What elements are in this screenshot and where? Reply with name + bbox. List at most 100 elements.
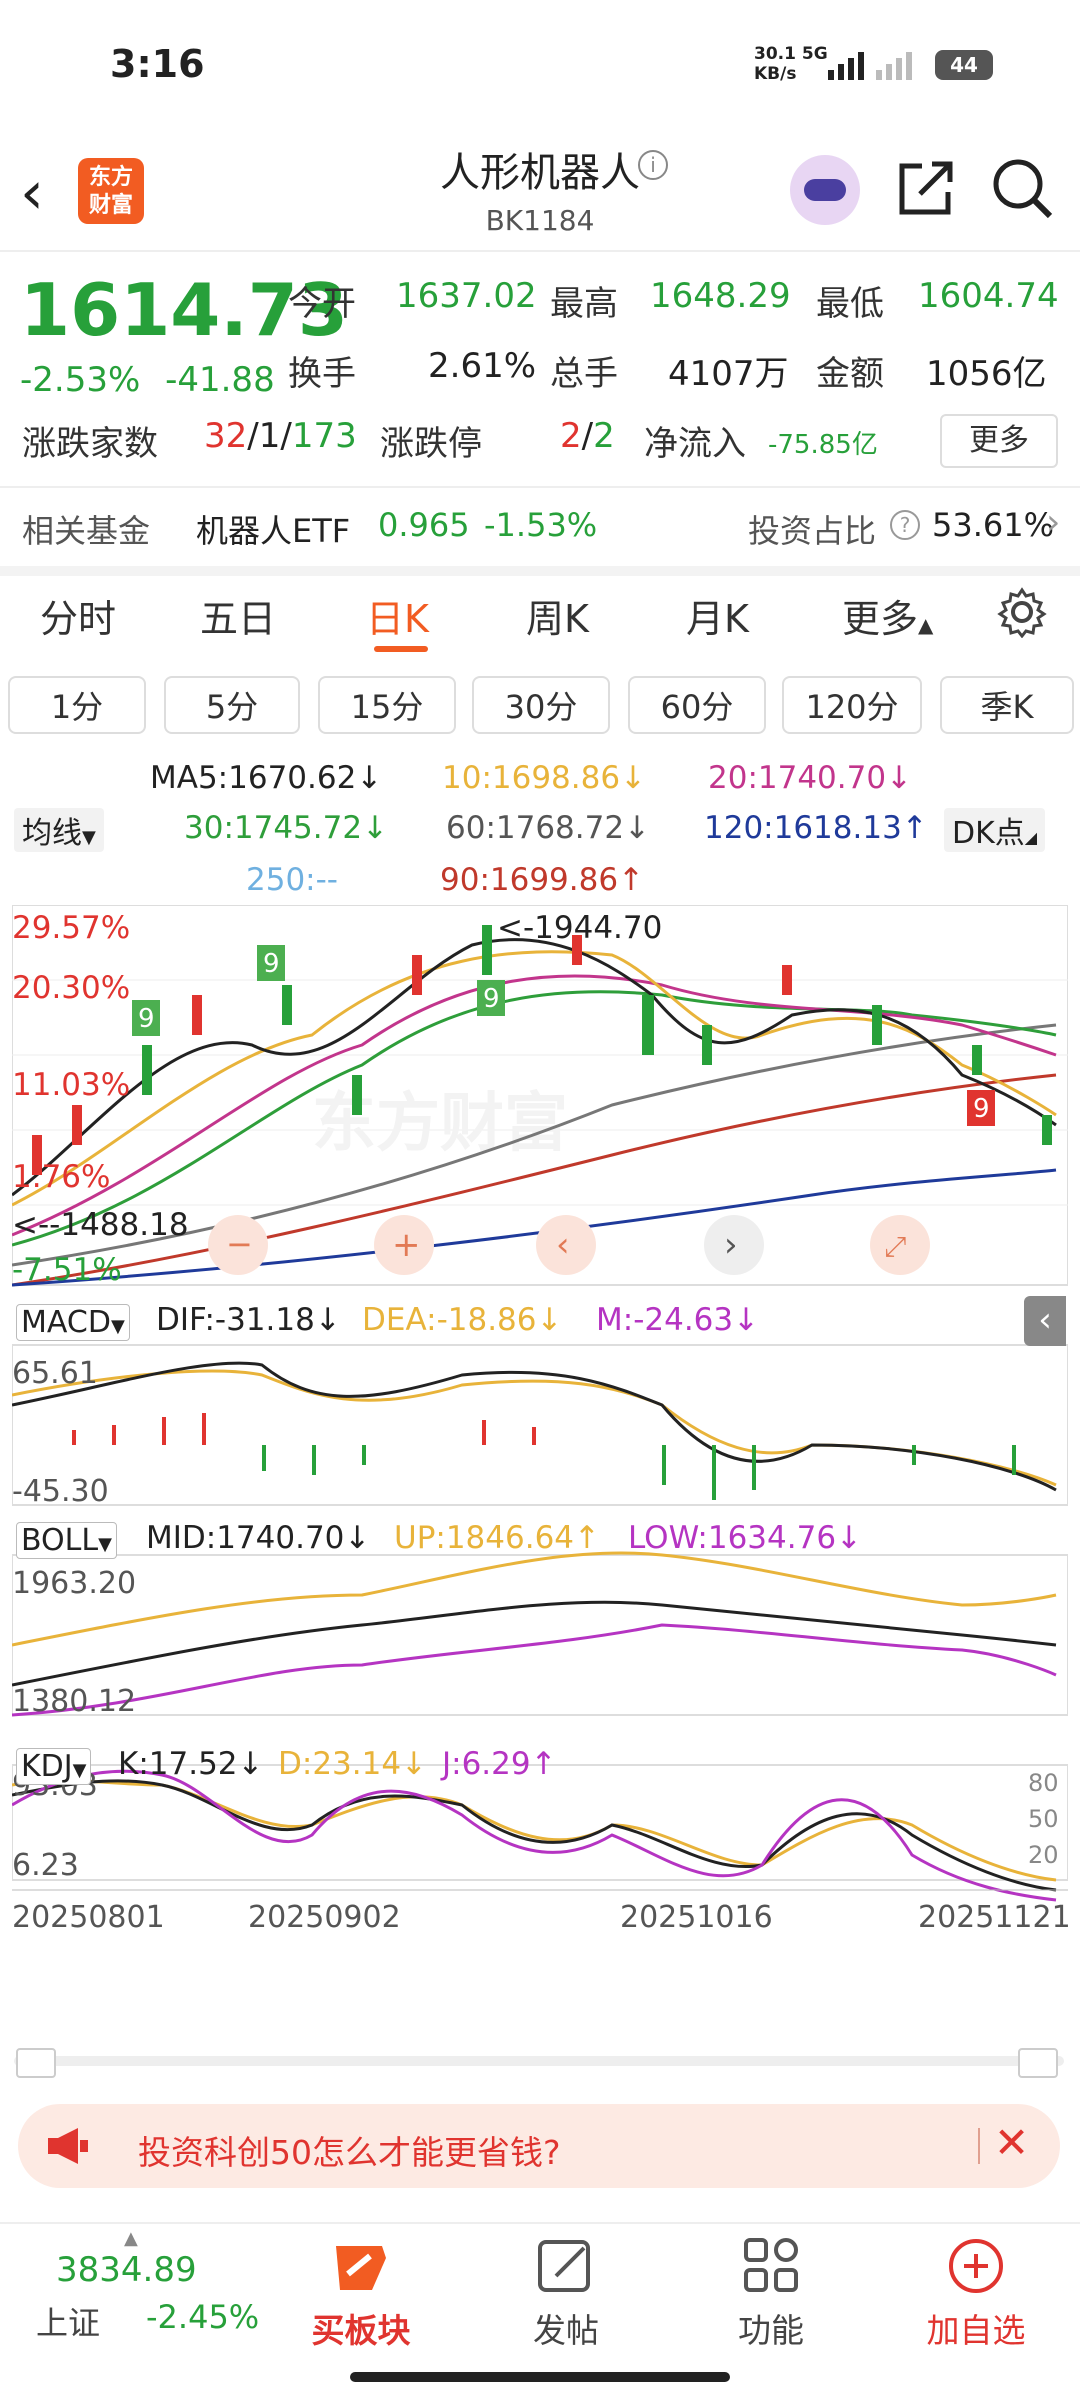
breadth-value: 32/1/173 (204, 416, 357, 456)
period-15min-button[interactable]: 15分 (318, 676, 456, 734)
index-name[interactable]: 上证 (36, 2304, 101, 2342)
scroll-handle-left[interactable] (16, 2048, 56, 2078)
pct-label: 1.76% (12, 1159, 110, 1195)
pct-label: 29.57% (12, 910, 130, 946)
pct-label: 11.03% (12, 1067, 130, 1103)
promo-banner[interactable] (18, 2104, 1060, 2188)
zoom-in-button[interactable] (374, 1215, 434, 1275)
boll-low-value: LOW:1634.76↓ (628, 1520, 863, 1556)
back-icon[interactable]: ‹ (20, 158, 44, 228)
candle (32, 1135, 42, 1175)
high-value: 1648.29 (650, 276, 791, 316)
period-season-button[interactable]: 季K (940, 676, 1074, 734)
tab-five-day[interactable]: 五日 (200, 597, 277, 641)
scroll-left-button[interactable] (536, 1215, 596, 1275)
kline-chart[interactable]: 东方财富 9 9 9 9 29.57% 20.30% 11.03% 1.76% … (12, 905, 1068, 1970)
period-60min-button[interactable]: 60分 (628, 676, 766, 734)
assistant-avatar[interactable] (790, 155, 860, 225)
boll-up-line (12, 1551, 1057, 1647)
dea-value: DEA:-18.86↓ (362, 1302, 563, 1338)
caret-down-icon: ▼ (110, 1316, 125, 1337)
dk-point-button[interactable]: DK点◢ (944, 808, 1046, 852)
caret-up-icon: ▲ (124, 2228, 138, 2249)
search-icon[interactable] (990, 156, 1054, 220)
macd-selector[interactable]: MACD▼ (16, 1304, 130, 1341)
signal-icon (828, 52, 912, 80)
candle (282, 985, 292, 1025)
kdj-j-value: J:6.29↑ (442, 1746, 557, 1782)
high-label: 最高 (550, 284, 618, 324)
grid-icon[interactable] (742, 2236, 802, 2296)
ma250-value: 250:-- (246, 862, 338, 898)
ma60-line (12, 1023, 1057, 1267)
kdj-panel-frame (12, 1764, 1068, 1881)
macd-bottom-label: -45.30 (12, 1474, 109, 1509)
low-value: 1604.74 (918, 276, 1059, 316)
nav-post[interactable]: 发帖 (533, 2311, 599, 2350)
boll-mid-line (12, 1600, 1057, 1687)
divider (0, 566, 1080, 576)
chevron-left-icon: ‹ (556, 1225, 570, 1265)
add-circle-icon[interactable] (946, 2236, 1006, 2296)
collapse-panel-button[interactable]: ‹ (1024, 1296, 1066, 1346)
dif-line (12, 1361, 1057, 1492)
ma-selector[interactable]: 均线▼ (14, 808, 104, 852)
nav-buy-sector[interactable]: 买板块 (311, 2311, 411, 2350)
scroll-handle-right[interactable] (1018, 2048, 1058, 2078)
candle (702, 1025, 712, 1065)
boll-mid-value: MID:1740.70↓ (146, 1520, 371, 1556)
network-speed: 30.1 5G KB/s (754, 44, 828, 84)
td-signal-9 (132, 1000, 160, 1036)
chart-scrollbar[interactable] (14, 2056, 1064, 2066)
fullscreen-button[interactable] (870, 1215, 930, 1275)
candle (972, 1045, 982, 1075)
ma60-value: 60:1768.72↓ (446, 810, 651, 846)
ratio-label: 投资占比 (748, 512, 877, 550)
app-logo: 东方 财富 (78, 158, 144, 224)
tab-intraday[interactable]: 分时 (40, 597, 117, 641)
boll-low-line (12, 1623, 1057, 1717)
date-label: 20250902 (248, 1900, 401, 1935)
min-price-label: <--1488.18 (12, 1207, 189, 1243)
tab-monthly-k[interactable]: 月K (686, 597, 749, 641)
buy-sector-icon[interactable] (326, 2238, 396, 2298)
divider (0, 250, 1080, 252)
zoom-out-button[interactable] (208, 1215, 268, 1275)
kdj-level-label: 80 (1028, 1769, 1059, 1797)
candle (352, 1075, 362, 1115)
tab-weekly-k[interactable]: 周K (526, 597, 589, 641)
ratio-value: 53.61% (932, 506, 1055, 544)
index-value[interactable]: 3834.89 (56, 2250, 197, 2290)
ma5-value: MA5:1670.62↓ (150, 760, 383, 796)
help-icon[interactable]: ? (890, 510, 920, 540)
related-fund-row[interactable]: 相关基金 机器人ETF 0.965 -1.53% 投资占比 ? 53.61% › (0, 488, 1080, 566)
period-30min-button[interactable]: 30分 (472, 676, 610, 734)
kdj-k-line (12, 1779, 1057, 1892)
low-label: 最低 (816, 284, 884, 324)
info-icon[interactable]: i (638, 150, 668, 180)
td-signal-label: 9 (973, 1094, 990, 1124)
more-button[interactable]: 更多 (940, 414, 1058, 468)
kdj-selector[interactable]: KDJ▼ (16, 1748, 92, 1785)
macd-histogram (72, 1413, 1016, 1500)
price-change: -2.53% -41.88 (20, 360, 275, 400)
tab-daily-k[interactable]: 日K (366, 597, 429, 641)
period-5min-button[interactable]: 5分 (164, 676, 300, 734)
scroll-right-button[interactable] (704, 1215, 764, 1275)
volume-label: 总手 (550, 354, 618, 394)
period-120min-button[interactable]: 120分 (782, 676, 922, 734)
caret-up-icon: ▲ (918, 613, 934, 637)
pct-label: 20.30% (12, 970, 130, 1006)
boll-selector[interactable]: BOLL▼ (16, 1522, 117, 1559)
nav-add-watchlist[interactable]: 加自选 (926, 2311, 1026, 2350)
nav-functions[interactable]: 功能 (738, 2311, 804, 2350)
settings-icon[interactable] (996, 586, 1048, 638)
close-icon[interactable]: ✕ (994, 2118, 1030, 2167)
period-1min-button[interactable]: 1分 (8, 676, 146, 734)
boll-panel-frame (12, 1554, 1068, 1716)
tab-more[interactable]: 更多▲ (842, 597, 934, 641)
index-change[interactable]: -2.45% (146, 2298, 260, 2336)
candle (72, 1105, 82, 1145)
share-icon[interactable] (896, 156, 960, 220)
edit-post-icon[interactable] (536, 2236, 596, 2296)
